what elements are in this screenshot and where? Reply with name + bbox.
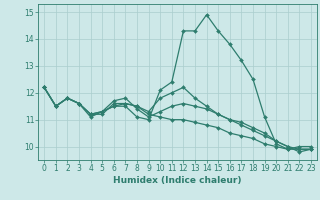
X-axis label: Humidex (Indice chaleur): Humidex (Indice chaleur) bbox=[113, 176, 242, 185]
